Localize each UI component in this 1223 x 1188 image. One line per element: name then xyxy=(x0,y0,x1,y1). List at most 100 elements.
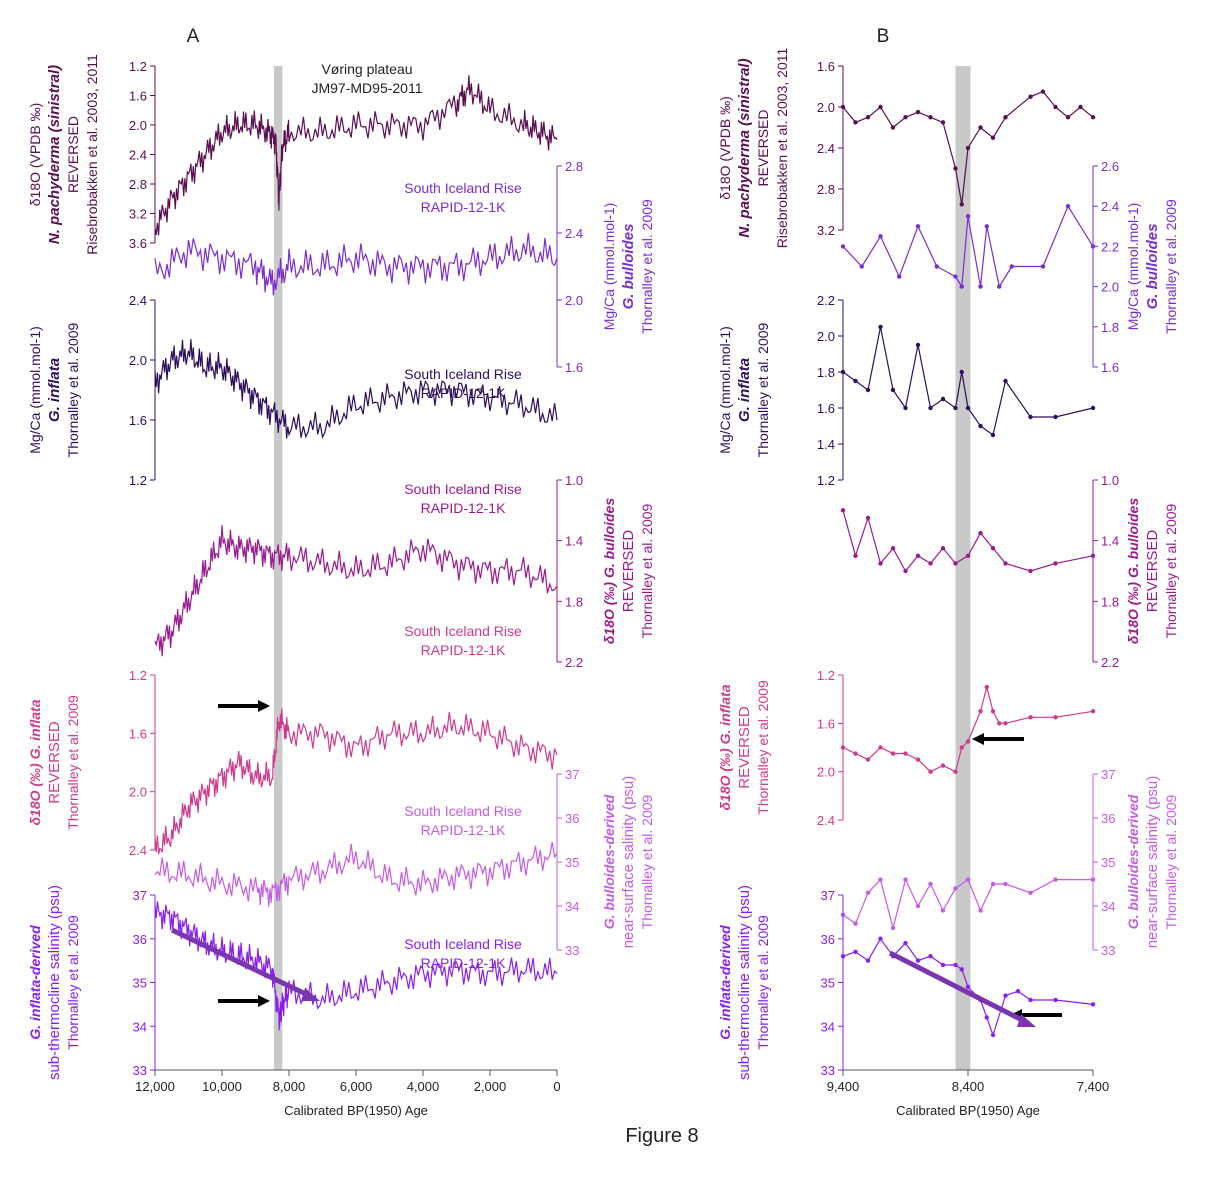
y-tick-label: 1.0 xyxy=(565,473,583,488)
data-point xyxy=(965,214,971,219)
y-tick-label: 1.2 xyxy=(129,59,147,74)
black-arrowhead xyxy=(258,700,270,712)
x-tick-label: 7,400 xyxy=(1077,1079,1110,1094)
purple-trend-arrow xyxy=(888,950,1028,1025)
y-tick-label: 2.0 xyxy=(565,293,583,308)
data-point xyxy=(1009,264,1014,269)
black-arrowhead xyxy=(258,995,270,1007)
data-point xyxy=(990,135,996,140)
axis-title-infl_sal: Thornalley et al. 2009 xyxy=(65,915,81,1050)
panel-A: 12,000 10,000 8,000 6,000 4,000 2,000 0 Calibra… xyxy=(27,26,655,1118)
data-point xyxy=(965,405,971,411)
y-tick-label: 2.4 xyxy=(1101,199,1119,214)
axis-title-npach: REVERSED xyxy=(65,116,81,193)
y-tick-label: 2.6 xyxy=(1101,159,1119,174)
data-point xyxy=(890,387,896,393)
axis-title-infl_mgca: Thornalley et al. 2009 xyxy=(65,322,81,457)
y-tick-label: 2.0 xyxy=(129,785,147,800)
series-label-site: South Iceland Rise xyxy=(404,936,522,952)
data-point xyxy=(1028,997,1033,1003)
data-point xyxy=(1090,1002,1096,1007)
y-tick-label: 37 xyxy=(821,888,835,903)
data-point xyxy=(1028,715,1033,720)
axis-title-bull_sal: near-surface salinity (psu) xyxy=(620,776,637,949)
data-point xyxy=(878,234,883,239)
data-point xyxy=(1040,264,1046,269)
y-tick-label: 1.6 xyxy=(1101,360,1119,375)
y-tick-label: 2.4 xyxy=(129,148,147,163)
data-point xyxy=(915,903,921,909)
y-tick-label: 2.8 xyxy=(129,177,147,192)
data-point xyxy=(865,515,871,521)
data-point xyxy=(953,962,958,968)
series-label-site: South Iceland Rise xyxy=(404,180,522,196)
data-point xyxy=(990,709,996,714)
data-point xyxy=(1015,989,1021,994)
data-point xyxy=(1090,115,1096,120)
data-point xyxy=(928,561,933,566)
y-tick-label: 35 xyxy=(565,855,579,870)
data-point xyxy=(965,739,971,744)
data-point xyxy=(840,369,846,375)
y-tick-label: 2.2 xyxy=(1101,239,1119,254)
panel-label: A xyxy=(187,26,200,47)
y-tick-label: 1.6 xyxy=(817,401,835,416)
y-tick-label: 2.4 xyxy=(129,843,147,858)
data-point xyxy=(990,1032,996,1038)
data-point xyxy=(1028,414,1033,420)
y-tick-label: 2.0 xyxy=(1101,280,1119,295)
series-line-infl_sal xyxy=(154,901,558,1031)
y-tick-label: 2.4 xyxy=(817,141,835,156)
x-tick-label: 10,000 xyxy=(202,1079,242,1094)
x-tick-label: 8,000 xyxy=(273,1079,306,1094)
data-point xyxy=(878,877,883,882)
y-tick-label: 1.6 xyxy=(565,360,583,375)
shaded-interval xyxy=(955,66,971,1070)
series-line-npach xyxy=(154,75,558,236)
axis-title-bull_d18o: Thornalley et al. 2009 xyxy=(1163,503,1179,638)
panel-label: B xyxy=(877,26,890,47)
data-point xyxy=(1053,715,1058,720)
data-point xyxy=(903,568,908,574)
data-point xyxy=(965,877,971,882)
data-point xyxy=(878,104,883,110)
series-label-site: South Iceland Rise xyxy=(404,803,522,819)
axis-title-bull_mgca: G. bulloides xyxy=(1144,224,1161,310)
series-line-infl_sal xyxy=(842,937,1094,1037)
y-tick-label: 1.8 xyxy=(817,365,835,380)
x-tick-label: 0 xyxy=(553,1079,560,1094)
axis-title-bull_mgca: Thornalley et al. 2009 xyxy=(1163,199,1179,334)
axis-title-bull_mgca: Mg/Ca (mmol.mol-1) xyxy=(1125,203,1141,331)
series-label-core: RAPID-12-1K xyxy=(421,385,506,401)
data-point xyxy=(878,324,883,330)
axis-title-npach: N. pachyderma (sinistral) xyxy=(46,65,63,244)
y-tick-label: 3.2 xyxy=(129,207,147,222)
shaded-interval xyxy=(273,66,283,1070)
series-label-core: RAPID-12-1K xyxy=(421,500,506,516)
x-tick-label: 4,000 xyxy=(407,1079,440,1094)
data-point xyxy=(840,104,846,110)
y-tick-label: 34 xyxy=(565,899,579,914)
data-point xyxy=(878,745,883,750)
data-point xyxy=(928,881,933,887)
axis-title-bull_sal: G. bulloides-derived xyxy=(1125,794,1141,929)
panel-B: 9,400 8,400 7,400 Calibrated BP(1950) Age B 1… xyxy=(717,26,1179,1118)
data-point xyxy=(1003,721,1008,726)
data-point xyxy=(915,553,921,559)
data-point xyxy=(1053,561,1058,566)
series-label-site: South Iceland Rise xyxy=(404,481,522,497)
data-point xyxy=(1065,115,1071,120)
data-point xyxy=(853,949,858,955)
axis-title-infl_sal: sub-thermocline salinity (psu) xyxy=(46,885,63,1080)
data-point xyxy=(853,378,858,384)
x-tick-label: 6,000 xyxy=(340,1079,373,1094)
data-point xyxy=(915,342,921,348)
data-point xyxy=(865,890,871,895)
y-tick-label: 1.6 xyxy=(129,726,147,741)
y-tick-label: 2.4 xyxy=(565,226,583,241)
data-point xyxy=(915,757,921,762)
y-tick-label: 3.6 xyxy=(129,236,147,251)
data-point xyxy=(953,886,958,891)
data-point xyxy=(984,1015,989,1020)
